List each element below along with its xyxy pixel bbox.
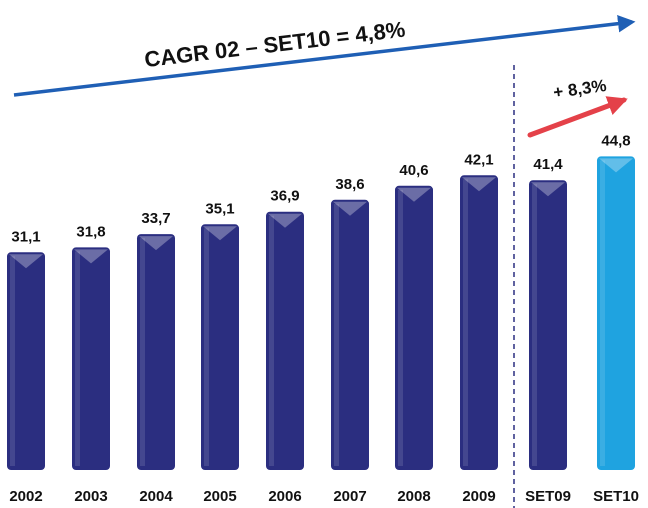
bar: [460, 175, 498, 471]
growth-arrow: [527, 96, 628, 138]
bar-cap: [333, 201, 367, 216]
x-tick-label: 2002: [9, 488, 42, 505]
value-label: 36,9: [270, 188, 299, 205]
bar-shine: [75, 251, 80, 466]
bar-shine: [463, 179, 468, 467]
value-label: 44,8: [601, 132, 630, 149]
bar-cap: [203, 226, 237, 241]
x-tick-label: 2005: [203, 488, 236, 505]
x-tick-label: SET10: [593, 488, 639, 505]
bar-shine: [10, 256, 15, 466]
value-label: 41,4: [533, 156, 563, 173]
bar-cap: [397, 187, 431, 202]
bar-cap: [74, 249, 108, 264]
x-tick-label: 2009: [462, 488, 495, 505]
bar-shine: [269, 215, 274, 466]
trend-arrow: [13, 14, 636, 97]
value-label: 33,7: [141, 210, 170, 227]
bar: [137, 234, 175, 470]
x-tick-label: 2006: [268, 488, 301, 505]
value-label: 40,6: [399, 162, 428, 179]
bar: [266, 211, 304, 470]
bar-cap: [139, 236, 173, 251]
bar: [201, 224, 239, 470]
bar-cap: [531, 182, 565, 197]
bar: [331, 199, 369, 471]
value-label: 31,1: [11, 228, 40, 245]
bar-cap: [599, 158, 633, 173]
bar-cap: [462, 177, 496, 192]
value-label: 38,6: [335, 176, 364, 193]
bar-cap: [268, 213, 302, 228]
x-tick-label: 2007: [333, 488, 366, 505]
value-label: 42,1: [464, 151, 493, 168]
x-tick-label: 2008: [397, 488, 430, 505]
bar-shine: [600, 160, 605, 466]
bar-shine: [532, 184, 537, 466]
bar: [597, 156, 635, 470]
annotation: + 8,3%: [552, 76, 608, 102]
bar: [395, 185, 433, 471]
x-tick-label: 2004: [139, 488, 173, 505]
value-label: 31,8: [76, 223, 105, 240]
bar: [7, 252, 45, 470]
bar-cap: [9, 254, 43, 269]
bar-shine: [204, 228, 209, 466]
x-tick-label: 2003: [74, 488, 107, 505]
bar: [72, 247, 110, 470]
value-label: 35,1: [205, 200, 234, 217]
bar-shine: [334, 203, 339, 467]
bar-shine: [140, 238, 145, 466]
x-tick-label: SET09: [525, 488, 571, 505]
bar: [529, 180, 567, 470]
bar-shine: [398, 189, 403, 467]
